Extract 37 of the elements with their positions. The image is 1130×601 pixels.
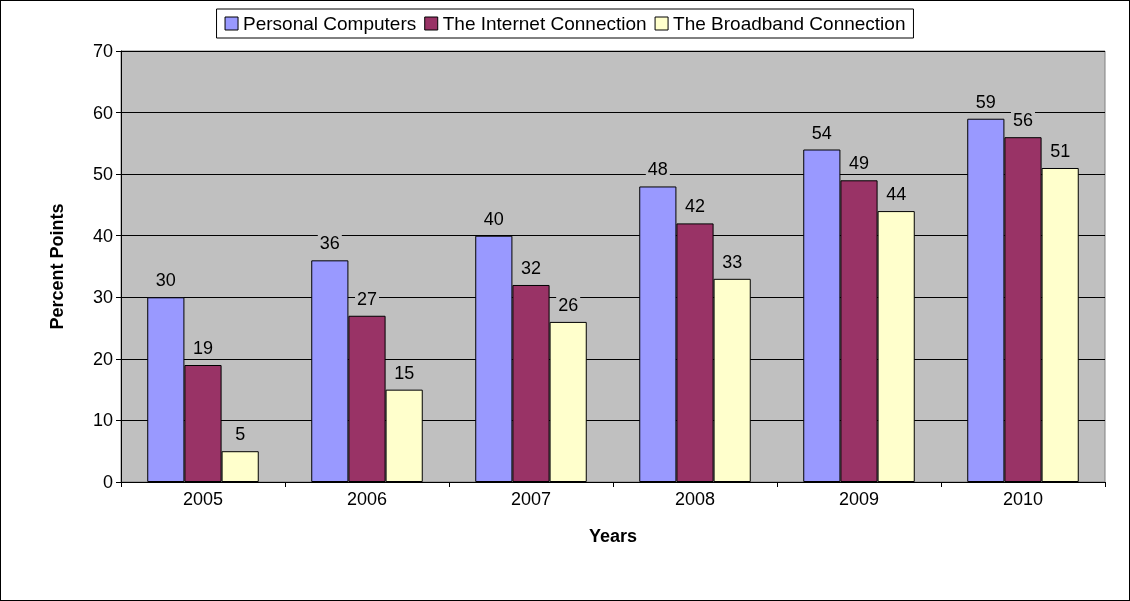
data-label: 30 xyxy=(155,270,176,291)
y-tick-label: 30 xyxy=(92,287,113,308)
x-tick-label: 2007 xyxy=(510,489,552,509)
data-label: 33 xyxy=(722,251,743,272)
data-label: 42 xyxy=(684,196,706,217)
data-label: 59 xyxy=(975,91,996,112)
data-label: 36 xyxy=(319,233,340,254)
data-label: 19 xyxy=(192,338,214,359)
legend-label: The Internet Connection xyxy=(442,13,647,34)
data-label: 40 xyxy=(483,208,504,229)
data-label: 32 xyxy=(520,257,542,278)
data-label: 44 xyxy=(886,184,907,205)
data-label: 51 xyxy=(1050,140,1071,161)
y-tick-label: 20 xyxy=(92,348,113,369)
data-label: 27 xyxy=(356,288,378,309)
data-label: 56 xyxy=(1012,110,1034,131)
y-tick-label: 50 xyxy=(92,164,113,185)
data-label: 54 xyxy=(811,122,832,143)
data-label: 26 xyxy=(558,294,579,315)
data-label: 5 xyxy=(235,424,246,445)
y-tick-label: 60 xyxy=(92,102,113,123)
legend-label: Personal Computers xyxy=(243,13,417,34)
data-label: 15 xyxy=(394,362,415,383)
x-tick-label: 2008 xyxy=(674,489,716,509)
x-tick-label: 2006 xyxy=(346,489,388,509)
x-tick-label: 2009 xyxy=(838,489,880,509)
data-label: 48 xyxy=(647,159,668,180)
data-label: 49 xyxy=(848,153,870,174)
x-axis-title: Years xyxy=(588,526,638,546)
legend-label: The Broadband Connection xyxy=(673,13,906,34)
y-axis-title: Percent Points xyxy=(47,203,67,330)
y-tick-label: 70 xyxy=(92,41,113,61)
x-tick-label: 2005 xyxy=(182,489,224,509)
x-tick-label: 2010 xyxy=(1002,489,1044,509)
y-tick-label: 0 xyxy=(102,472,113,492)
y-tick-label: 10 xyxy=(92,410,113,431)
y-tick-label: 40 xyxy=(92,225,113,246)
